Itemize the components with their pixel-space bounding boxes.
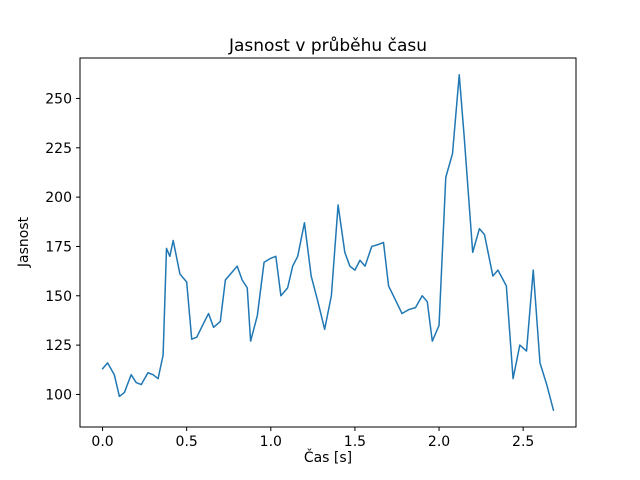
- plot-border: [79, 57, 577, 428]
- x-axis-label: Čas [s]: [303, 450, 353, 466]
- y-tick-label: 150: [45, 289, 72, 305]
- chart-title: Jasnost v průběhu času: [228, 36, 427, 56]
- x-tick-label: 0.0: [91, 434, 113, 450]
- x-tick-label: 0.5: [176, 434, 198, 450]
- y-tick-label: 125: [45, 338, 72, 354]
- x-tick-label: 1.5: [344, 434, 366, 450]
- y-tick-label: 250: [45, 91, 72, 107]
- y-tick-label: 100: [45, 387, 72, 403]
- y-tick-label: 225: [45, 141, 72, 157]
- y-tick-label: 200: [45, 190, 72, 206]
- y-tick-label: 175: [45, 239, 72, 255]
- y-axis-label: Jasnost: [16, 216, 32, 268]
- brightness-series-line: [101, 74, 555, 411]
- x-tick-label: 2.0: [428, 434, 450, 450]
- x-tick-label: 2.5: [512, 434, 534, 450]
- x-tick-label: 1.0: [260, 434, 282, 450]
